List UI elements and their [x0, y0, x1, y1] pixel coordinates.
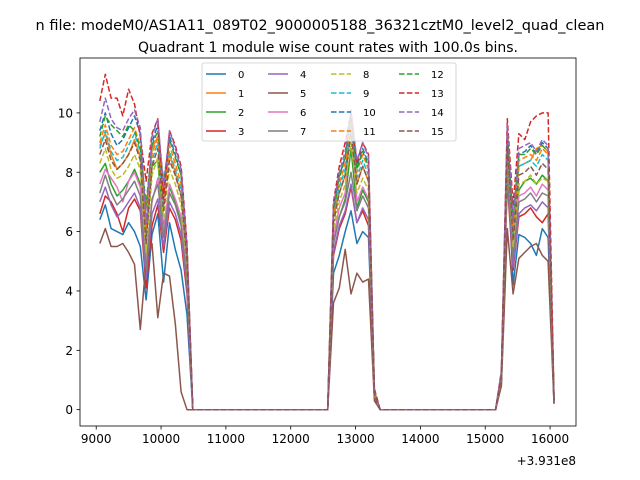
legend-label-10: 10 — [363, 108, 376, 119]
legend-box — [201, 62, 457, 142]
series-line-12 — [99, 115, 555, 411]
legend-label-8: 8 — [363, 70, 369, 81]
x-axis: 9000 10000 11000 12000 13000 14000 15000 16000 — [81, 426, 569, 446]
y-tick-label: 0 — [65, 403, 73, 417]
series-line-14 — [99, 97, 555, 411]
legend-label-14: 14 — [431, 108, 444, 119]
plot-border — [79, 57, 577, 427]
series-line-4 — [99, 174, 555, 411]
legend-label-6: 6 — [300, 108, 306, 119]
series-line-7 — [99, 165, 555, 411]
legend-label-2: 2 — [238, 108, 244, 119]
legend-label-7: 7 — [300, 127, 306, 138]
legend-label-1: 1 — [238, 89, 244, 100]
chart-title: Quadrant 1 module wise count rates with … — [138, 40, 518, 56]
x-tick-label: 9000 — [81, 432, 112, 446]
x-tick-label: 14000 — [401, 432, 439, 446]
legend-label-15: 15 — [431, 127, 444, 138]
series-line-11 — [99, 121, 555, 411]
legend-label-5: 5 — [300, 89, 306, 100]
x-tick-label: 10000 — [142, 432, 180, 446]
legend-label-0: 0 — [238, 70, 244, 81]
x-tick-label: 15000 — [466, 432, 504, 446]
series-line-5 — [99, 227, 555, 411]
series-line-0 — [99, 153, 555, 411]
series-line-10 — [99, 112, 555, 411]
figure-suptitle: n file: modeM0/AS1A11_089T02_9000005188_… — [36, 18, 605, 34]
series-line-15 — [99, 132, 555, 411]
y-tick-label: 6 — [65, 225, 73, 239]
legend-label-4: 4 — [300, 70, 306, 81]
y-tick-label: 8 — [65, 166, 73, 180]
series-layer — [99, 73, 555, 411]
series-line-13 — [99, 73, 555, 411]
x-tick-label: 13000 — [336, 432, 374, 446]
x-tick-label: 11000 — [207, 432, 245, 446]
x-offset-label: +3.931e8 — [517, 454, 576, 468]
y-tick-label: 4 — [65, 284, 73, 298]
legend-label-3: 3 — [238, 127, 244, 138]
legend-label-13: 13 — [431, 89, 444, 100]
y-axis: 0 2 4 6 8 10 — [58, 106, 80, 417]
x-tick-label: 16000 — [531, 432, 569, 446]
y-tick-label: 2 — [65, 344, 73, 358]
legend-label-11: 11 — [363, 127, 376, 138]
legend-label-9: 9 — [363, 89, 369, 100]
y-tick-label: 10 — [58, 106, 73, 120]
x-tick-label: 12000 — [272, 432, 310, 446]
legend-label-12: 12 — [431, 70, 444, 81]
